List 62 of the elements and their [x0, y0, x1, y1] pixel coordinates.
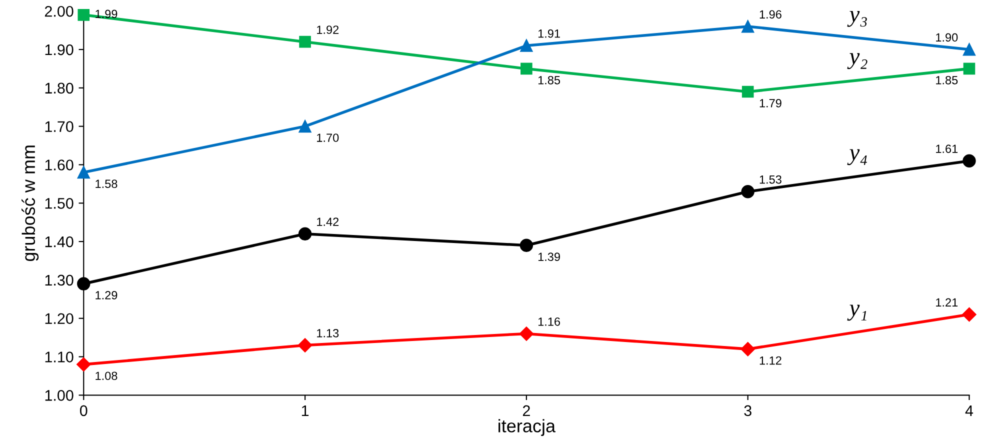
data-label: 1.99	[96, 10, 118, 18]
point	[520, 62, 532, 75]
y-tick-label: 1.10	[45, 352, 74, 362]
point	[741, 185, 754, 198]
x-tick-label: 0	[80, 405, 88, 416]
data-label: 1.85	[538, 76, 560, 84]
point	[77, 277, 90, 290]
point	[520, 39, 533, 52]
point	[740, 342, 755, 356]
y-tick-label: 1.80	[45, 82, 74, 94]
point	[963, 62, 976, 75]
data-label: 1.61	[936, 144, 958, 153]
data-label: 1.70	[317, 134, 339, 142]
point	[298, 338, 312, 352]
point	[76, 357, 91, 372]
point	[77, 166, 90, 179]
x-tick-label: 3	[744, 405, 752, 416]
point	[962, 154, 976, 168]
data-label: 1.58	[96, 180, 118, 188]
data-label: 1.12	[760, 356, 782, 365]
y-tick-label: 2.00	[44, 6, 74, 17]
point	[962, 307, 976, 322]
series-label: y₃	[847, 10, 867, 27]
point	[520, 238, 534, 252]
y-tick-label: 1.90	[45, 44, 74, 56]
data-label: 1.13	[317, 328, 339, 338]
point	[298, 120, 312, 133]
y-tick-label: 1.20	[45, 313, 74, 324]
series-label: y₁	[847, 304, 866, 321]
x-tick-label: 4	[965, 405, 974, 416]
data-label: 1.90	[936, 33, 958, 42]
data-label: 1.85	[936, 76, 958, 84]
x-tick-label: 1	[302, 405, 309, 416]
data-label: 1.39	[538, 252, 560, 261]
data-label: 1.21	[936, 298, 958, 306]
x-tick-label: 2	[522, 405, 530, 416]
data-label: 1.29	[96, 291, 118, 300]
y-tick-label: 1.30	[45, 274, 74, 286]
data-label: 1.08	[96, 372, 118, 380]
point	[742, 86, 754, 98]
data-label: 1.79	[760, 99, 782, 108]
series-label: y₄	[847, 149, 867, 166]
point	[78, 9, 90, 21]
y-tick-label: 1.00	[45, 390, 74, 401]
data-label: 1.92	[317, 26, 339, 34]
point	[742, 20, 754, 33]
data-label: 1.42	[317, 218, 339, 226]
data-label: 1.16	[538, 317, 560, 326]
y-tick-label: 1.50	[45, 198, 74, 209]
point	[298, 227, 312, 240]
data-label: 1.53	[760, 175, 782, 184]
point	[299, 36, 311, 48]
point	[519, 326, 534, 341]
point	[962, 43, 976, 56]
x-axis-title: iteracja	[498, 419, 556, 436]
y-axis-title: grubość w mm	[22, 146, 39, 262]
data-label: 1.91	[538, 29, 560, 38]
data-label: 1.96	[760, 10, 782, 19]
y-tick-label: 1.40	[45, 236, 74, 248]
y-tick-label: 1.70	[45, 121, 74, 132]
series-label: y₂	[847, 53, 868, 70]
y-tick-label: 1.60	[45, 160, 74, 170]
